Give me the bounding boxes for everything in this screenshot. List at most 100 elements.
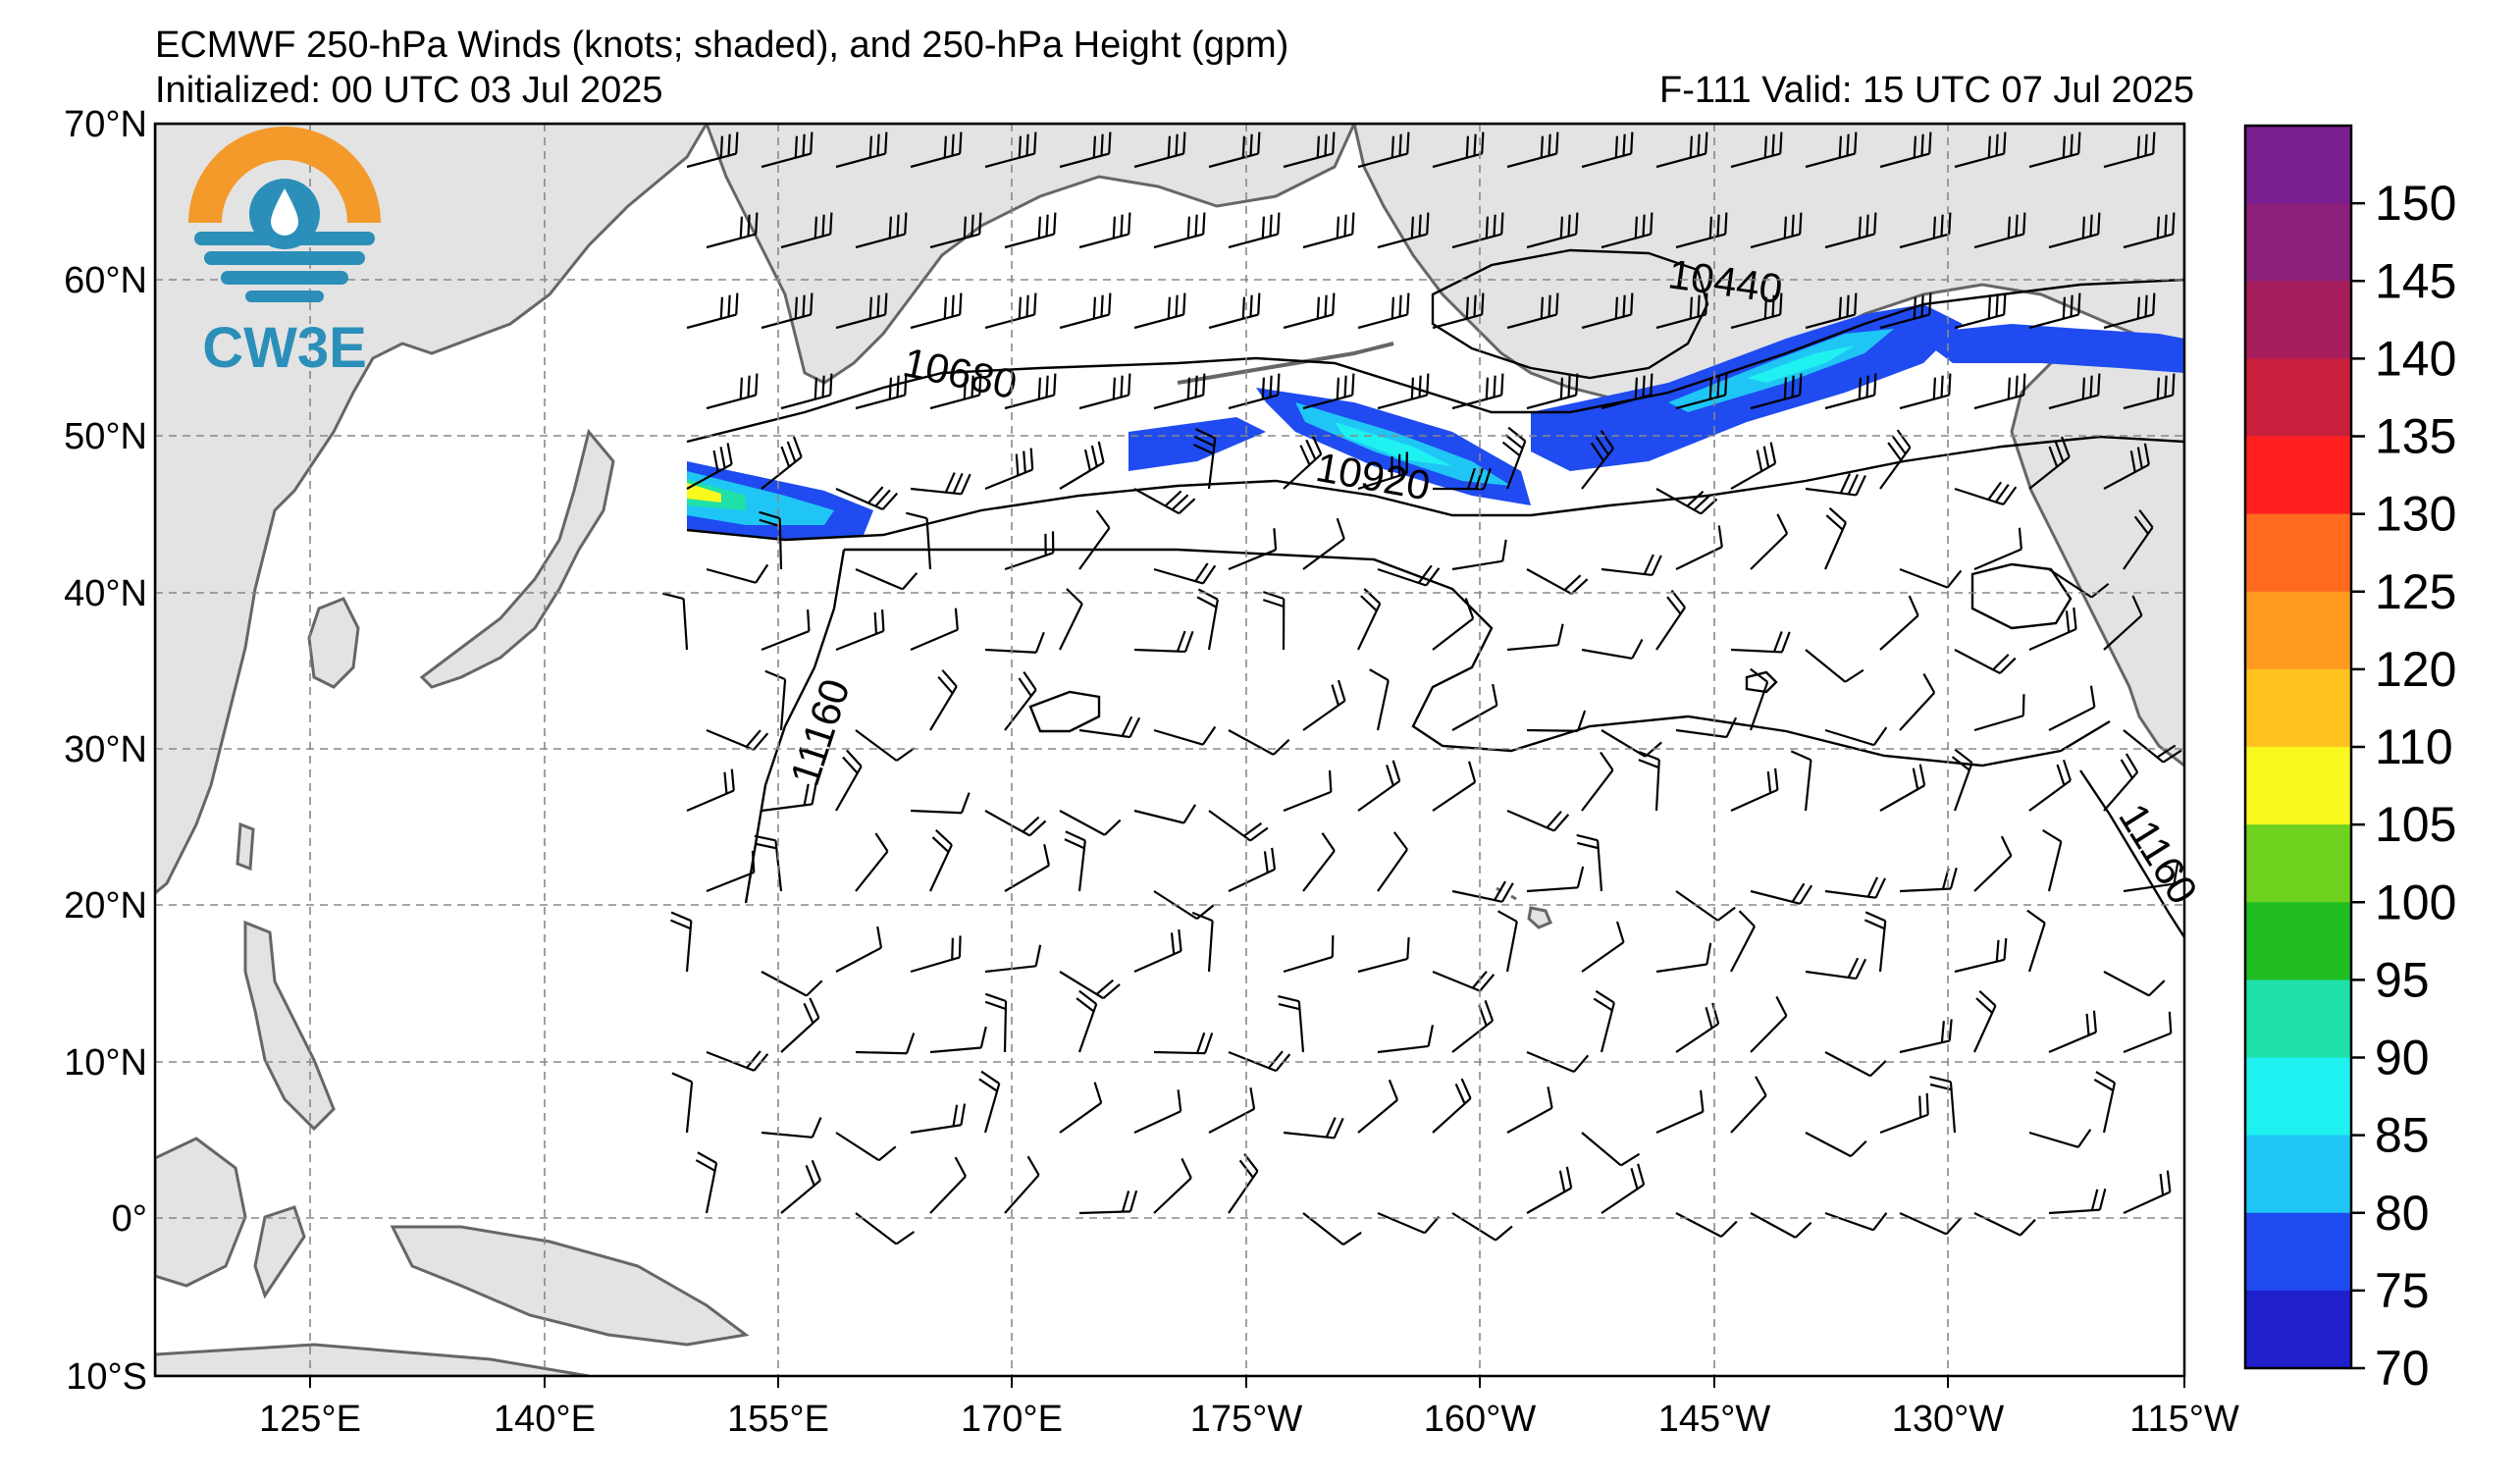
barb-feather — [1575, 212, 1579, 235]
wind-barb — [2123, 729, 2182, 764]
barb-shaft — [1824, 233, 1875, 249]
barb-shaft — [1376, 679, 1390, 731]
barb-feather — [1567, 375, 1571, 397]
barb-feather — [2095, 1071, 2116, 1085]
barb-feather — [1555, 132, 1559, 154]
wind-barb — [2103, 753, 2139, 812]
barb-feather — [1426, 212, 1430, 235]
barb-shaft — [1451, 394, 1502, 410]
wind-barb — [1973, 835, 2013, 892]
barb-shaft — [1601, 394, 1652, 410]
barb-feather — [1570, 578, 1589, 595]
barb-feather — [1464, 598, 1475, 619]
wind-barb — [1899, 1019, 1953, 1054]
wind-barb — [1879, 292, 1932, 330]
wind-barb — [1824, 876, 1886, 899]
barb-feather — [1706, 942, 1712, 965]
barb-feather — [1850, 1139, 1867, 1157]
barb-feather — [1504, 434, 1524, 450]
barb-feather — [1178, 498, 1196, 515]
barb-feather — [1978, 990, 1997, 1007]
barb-shaft — [984, 313, 1035, 330]
colorbar-segment — [2245, 513, 2351, 593]
barb-shaft — [1824, 1211, 1874, 1232]
barb-feather — [1799, 212, 1803, 235]
barb-feather — [1102, 983, 1121, 1000]
barb-feather — [764, 669, 786, 681]
barb-feather — [1595, 989, 1615, 1004]
barb-shaft — [761, 803, 813, 813]
barb-feather — [753, 732, 769, 751]
wind-barb — [1357, 760, 1401, 812]
barb-feather — [1033, 132, 1037, 154]
barb-shaft — [1750, 1015, 1788, 1053]
wind-barb — [1196, 588, 1219, 651]
barb-feather — [959, 292, 963, 315]
barb-feather — [1799, 884, 1813, 905]
barb-feather — [1495, 1225, 1513, 1242]
barb-shaft — [1283, 790, 1332, 813]
barb-feather — [1501, 441, 1521, 457]
barb-feather — [1780, 631, 1791, 653]
barb-shaft — [1973, 715, 2024, 732]
barb-feather — [2173, 862, 2179, 884]
barb-feather — [755, 842, 777, 850]
barb-shaft — [929, 685, 958, 731]
barb-feather — [2172, 212, 2176, 235]
barb-feather — [1838, 296, 1843, 319]
lat-tick-label: 30°N — [64, 729, 147, 770]
barb-feather — [1775, 995, 1788, 1017]
barb-shaft — [1228, 868, 1276, 892]
barb-shaft — [1899, 692, 1936, 731]
wind-barb — [1496, 910, 1518, 973]
barb-feather — [1129, 716, 1141, 738]
barb-shaft — [1377, 1044, 1429, 1054]
barb-feather — [1642, 214, 1646, 237]
wind-barb — [1153, 212, 1206, 249]
barb-feather — [806, 980, 823, 997]
map-title: ECMWF 250-hPa Winds (knots; shaded), and… — [155, 25, 1289, 66]
wind-barbs — [662, 132, 2182, 1246]
colorbar-labels: 150 145 140 135 130 125 120 110 105 100 95 90 85 80 75… — [2351, 176, 2456, 1396]
barb-feather — [1887, 442, 1903, 461]
wind-barb — [1879, 595, 1919, 651]
barb-feather — [1406, 292, 1410, 315]
barb-shaft — [1749, 681, 1769, 731]
wind-barb — [2048, 1010, 2097, 1054]
barb-feather — [904, 373, 908, 396]
wind-barb — [671, 1072, 694, 1134]
wind-barb — [780, 212, 833, 249]
barb-shaft — [1283, 453, 1323, 490]
wind-barb — [1432, 292, 1485, 330]
barb-feather — [1262, 599, 1285, 609]
barb-shaft — [780, 394, 831, 410]
barb-shaft — [1297, 1001, 1305, 1053]
barb-feather — [1717, 525, 1723, 548]
barb-shaft — [1004, 233, 1055, 249]
barb-feather — [2007, 377, 2012, 399]
barb-feather — [1750, 667, 1768, 683]
barb-feather — [1891, 435, 1907, 455]
barb-feather — [1575, 373, 1579, 396]
barb-shaft — [1750, 532, 1788, 570]
barb-feather — [1336, 377, 1340, 399]
wind-barb — [2026, 909, 2046, 973]
barb-shaft — [1377, 394, 1428, 410]
barb-feather — [1186, 377, 1191, 399]
barb-shaft — [1451, 559, 1503, 571]
wind-barb — [1973, 527, 2022, 571]
barb-feather — [2164, 375, 2168, 397]
wind-barb — [1526, 1166, 1573, 1214]
barb-shaft — [1208, 810, 1251, 842]
barb-shaft — [1879, 1113, 1929, 1135]
barb-shaft — [1878, 921, 1887, 973]
barb-feather — [1324, 294, 1328, 317]
barb-feather — [1182, 804, 1197, 824]
barb-feather — [2056, 764, 2066, 786]
barb-shaft — [1655, 488, 1702, 515]
wind-barb — [1973, 373, 2026, 410]
barb-feather — [1121, 1191, 1130, 1212]
barb-shaft — [1581, 941, 1625, 973]
barb-feather — [1874, 877, 1886, 899]
wind-barb — [2028, 759, 2072, 812]
